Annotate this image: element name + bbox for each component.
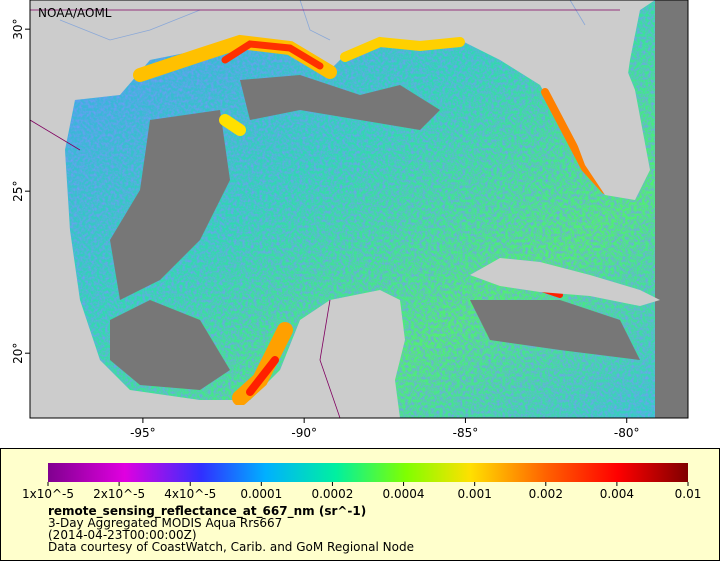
lon-tick-label: -80° (614, 426, 640, 440)
lon-tick-label: -90° (291, 426, 317, 440)
colorbar (48, 463, 688, 482)
colorbar-tick-label: 1x10^-5 (22, 487, 74, 501)
map-frame (29, 0, 689, 419)
land-masses (30, 0, 660, 418)
colorbar-tick-label: 0.0004 (383, 487, 425, 501)
map-credit: NOAA/AOML (38, 6, 112, 20)
map: NOAA/AOML (29, 0, 689, 419)
legend-description: 3-Day Aggregated MODIS Aqua Rrs667 (48, 516, 282, 530)
colorbar-tick-label: 0.0002 (311, 487, 353, 501)
lat-tick-label: 20° (11, 343, 25, 364)
colorbar-tick-label: 0.004 (600, 487, 634, 501)
lat-tick-label: 30° (11, 19, 25, 40)
legend-time: (2014-04-23T00:00:00Z) (48, 528, 197, 542)
colorbar-tick-label: 0.002 (529, 487, 563, 501)
legend-credit: Data courtesy of CoastWatch, Carib. and … (48, 540, 414, 554)
lat-tick-label: 25° (11, 181, 25, 202)
legend-variable: remote_sensing_reflectance_at_667_nm (sr… (48, 504, 366, 519)
colorbar-tick-label: 2x10^-5 (93, 487, 145, 501)
colorbar-tick-label: 0.01 (675, 487, 702, 501)
lon-tick-label: -85° (453, 426, 479, 440)
lon-tick-label: -95° (130, 426, 156, 440)
colorbar-tick-label: 0.0001 (240, 487, 282, 501)
no-data (110, 0, 688, 418)
colorbar-tick-label: 0.001 (457, 487, 491, 501)
colorbar-tick-label: 4x10^-5 (164, 487, 216, 501)
borders (29, 9, 620, 419)
